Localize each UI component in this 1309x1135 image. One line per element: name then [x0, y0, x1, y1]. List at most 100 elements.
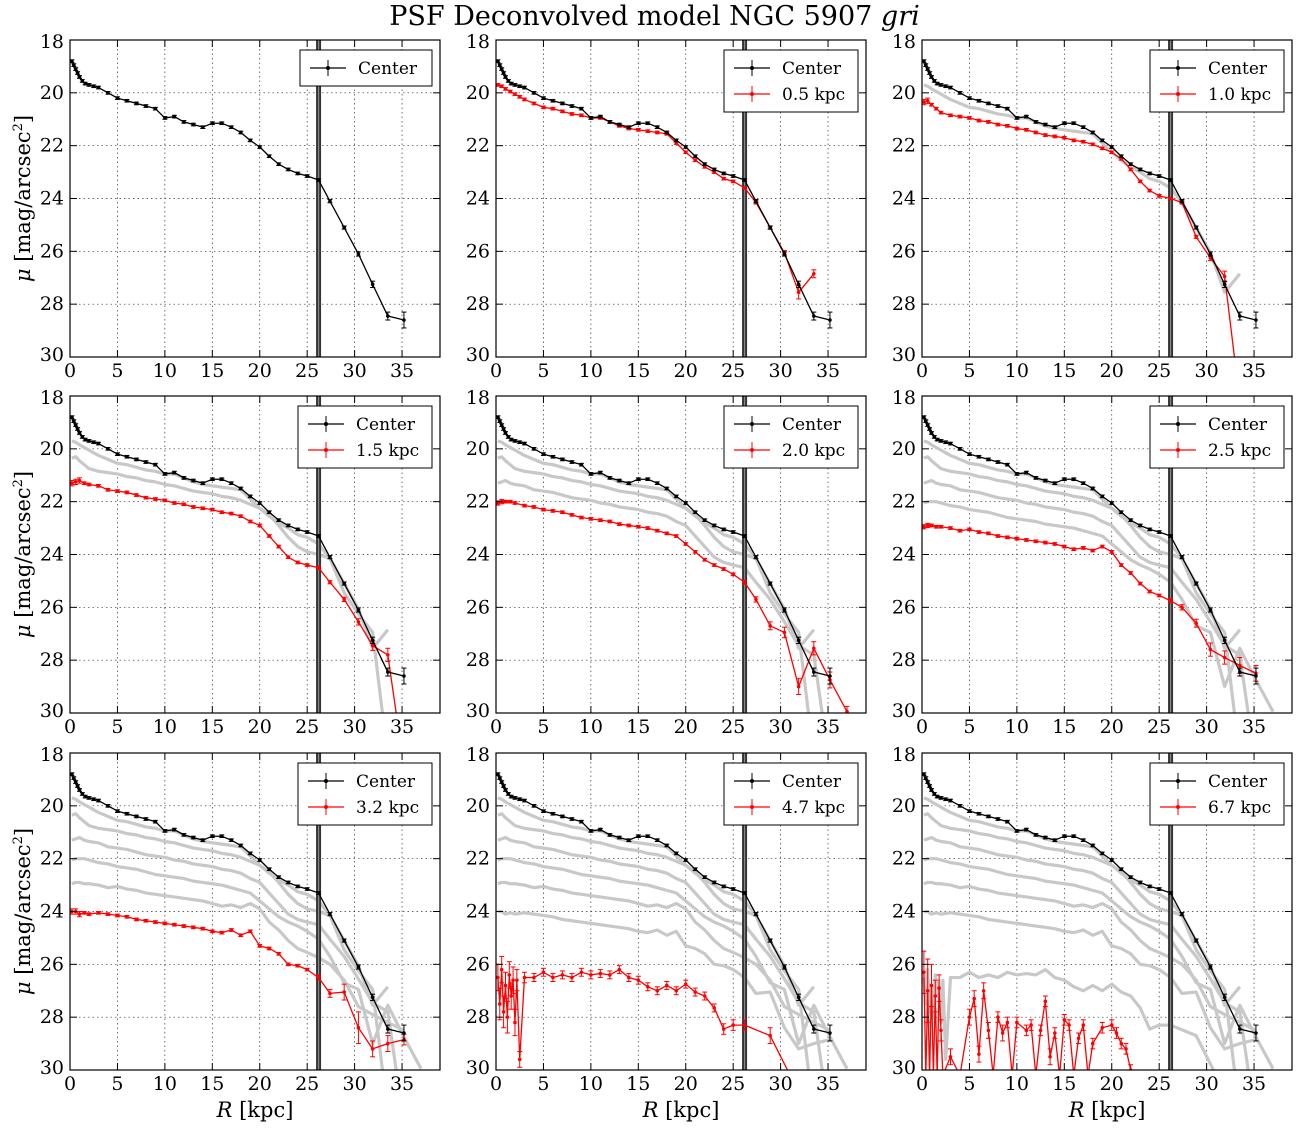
legend-frame — [297, 762, 433, 826]
offset-series-point — [683, 542, 688, 546]
x-tick-label: 30 — [343, 1073, 367, 1095]
offset-series-point — [683, 150, 688, 155]
y-tick-label: 26 — [466, 596, 490, 618]
x-tick-label: 25 — [721, 1073, 745, 1095]
offset-series-point — [342, 990, 346, 994]
offset-series-point — [958, 1073, 962, 1077]
offset-series-point — [96, 484, 101, 488]
y-tick-label: 26 — [40, 240, 64, 262]
offset-series-point — [219, 510, 224, 515]
x-axis-label: R [kpc] — [216, 1098, 294, 1122]
offset-series-point — [532, 101, 536, 106]
center-series-point — [125, 454, 129, 459]
center-series-point — [943, 797, 948, 802]
center-series-point — [503, 788, 508, 792]
center-series-point — [742, 534, 747, 538]
x-tick-label: 30 — [343, 360, 367, 382]
offset-series-point — [939, 110, 943, 115]
center-series-point — [182, 476, 186, 480]
plot-area — [496, 40, 833, 357]
center-series-point — [509, 794, 513, 799]
center-series-point — [517, 440, 522, 445]
center-series-point — [617, 122, 622, 127]
offset-series-point — [655, 130, 660, 135]
background-series-4-line — [71, 857, 423, 1070]
offset-series-point — [721, 567, 726, 571]
center-series-point — [560, 101, 565, 106]
x-tick-label: 25 — [295, 360, 319, 382]
offset-series-point — [257, 523, 262, 528]
x-axis-unit: [kpc] — [658, 1098, 719, 1122]
center-series-point — [257, 858, 262, 862]
offset-series-point — [1222, 655, 1227, 660]
y-tick-label: 18 — [40, 31, 64, 53]
center-series-point — [87, 83, 91, 87]
center-series-point — [229, 481, 234, 485]
center-series-point — [267, 154, 272, 159]
center-series-point — [939, 439, 943, 443]
offset-series-point — [693, 158, 698, 162]
offset-series-point — [501, 1010, 506, 1014]
offset-series-point — [201, 506, 205, 511]
offset-series-point — [812, 646, 816, 651]
offset-series-point — [1043, 999, 1048, 1004]
offset-series-point — [721, 1027, 726, 1031]
offset-series-point — [702, 994, 707, 998]
legend-center-label: Center — [782, 59, 842, 79]
y-tick-label: 20 — [40, 82, 64, 104]
center-series-point — [712, 880, 717, 885]
center-series-point — [754, 912, 758, 916]
x-tick-label: 5 — [537, 360, 549, 382]
y-tick-label: 18 — [892, 744, 916, 766]
center-series-point — [929, 75, 934, 79]
center-series-point — [1005, 106, 1010, 111]
center-series-point — [402, 1031, 406, 1035]
x-axis-unit: [kpc] — [1084, 1098, 1145, 1122]
offset-series-point — [579, 515, 584, 520]
center-series-point — [1015, 116, 1019, 120]
center-series-point — [73, 780, 78, 784]
panel-2: 0 5 10 15 20 25 30 35 18 20 22 24 26 28 30 Center 0.5 kp… — [466, 31, 867, 382]
x-tick-label: 15 — [1052, 1073, 1076, 1095]
center-series-point — [754, 199, 758, 203]
center-series-point — [201, 125, 205, 129]
offset-series-point — [70, 481, 74, 485]
center-series-point — [115, 452, 120, 456]
center-series-point — [517, 84, 522, 89]
center-series-point — [517, 797, 522, 802]
center-series-point — [83, 794, 87, 799]
center-series-point — [1119, 510, 1124, 515]
offset-series-point — [316, 975, 321, 980]
center-series-point — [83, 437, 87, 442]
offset-series-point — [742, 1023, 747, 1027]
y-tick-label: 22 — [892, 135, 916, 157]
x-tick-label: 10 — [153, 360, 177, 382]
y-axis-unit: [mag/arcsec — [11, 487, 35, 624]
center-series-point — [702, 875, 707, 879]
x-tick-label: 5 — [963, 1073, 975, 1095]
offset-series-point — [933, 994, 938, 998]
center-series-point — [497, 419, 502, 423]
center-series-point — [674, 851, 679, 856]
center-series-point — [948, 798, 953, 803]
offset-series-point — [996, 122, 1000, 127]
y-tick-label: 22 — [466, 491, 490, 513]
x-tick-label: 20 — [674, 716, 698, 738]
y-tick-label: 30 — [892, 344, 916, 366]
x-tick-label: 25 — [721, 360, 745, 382]
offset-series-point — [1053, 542, 1057, 546]
offset-series-point — [1015, 1020, 1019, 1025]
background-series-2-line — [71, 812, 385, 1070]
offset-series-point — [1157, 593, 1161, 598]
center-series-point — [70, 772, 74, 776]
center-series-point — [1194, 581, 1198, 586]
center-series-point — [551, 454, 555, 459]
center-series-point — [943, 84, 948, 89]
offset-series-line — [923, 972, 1133, 1070]
center-series-point — [1180, 912, 1184, 916]
center-series-point — [768, 225, 772, 230]
center-series-point — [1109, 145, 1114, 149]
x-tick-label: 30 — [1195, 1073, 1219, 1095]
offset-series-point — [551, 106, 555, 111]
offset-series-point — [1024, 128, 1029, 132]
